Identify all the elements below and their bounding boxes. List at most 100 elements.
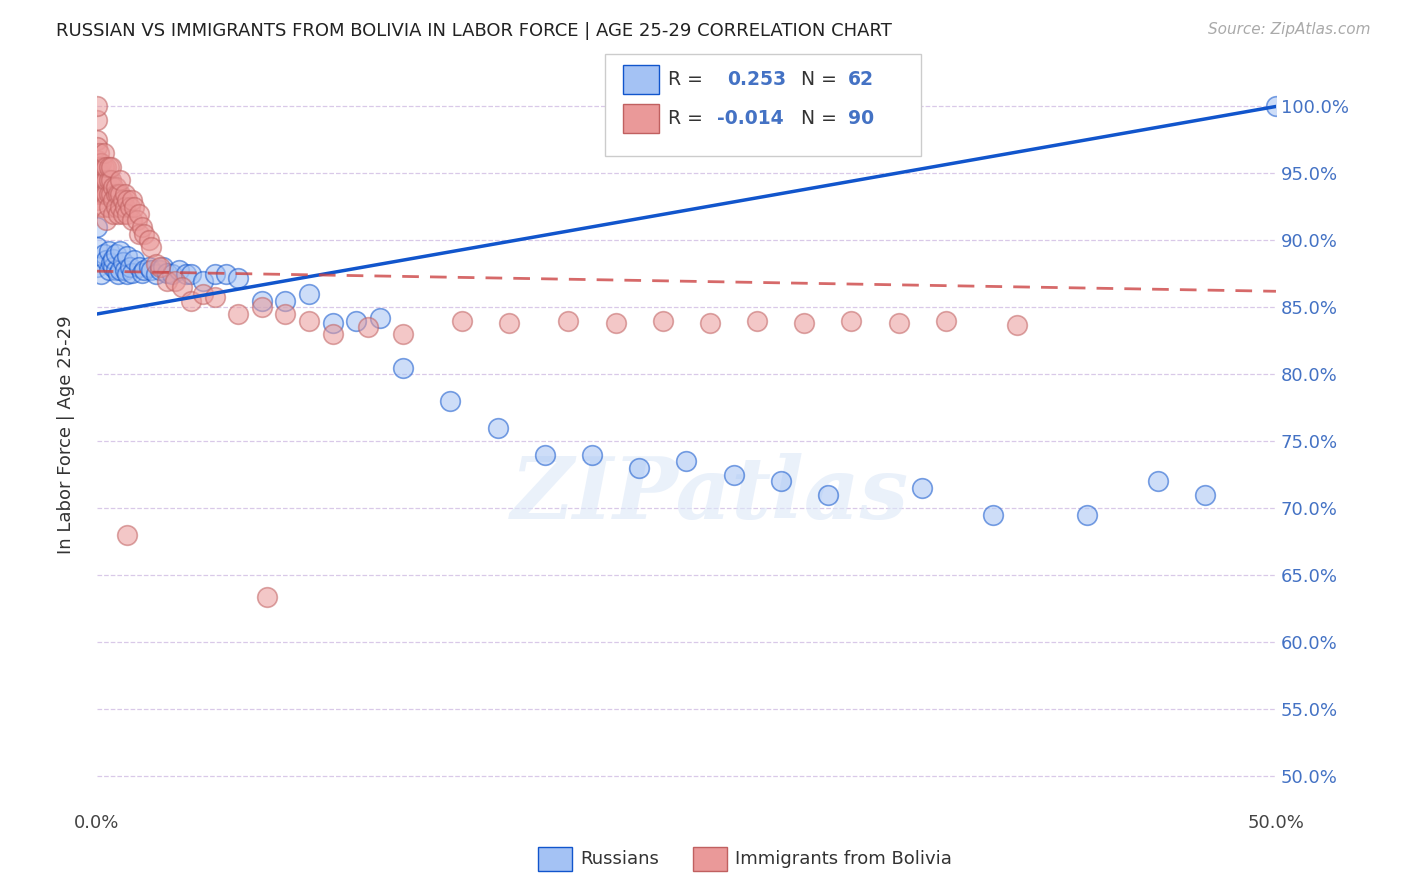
Point xyxy=(392,327,415,342)
Point xyxy=(94,186,117,201)
Point xyxy=(114,200,136,214)
Point xyxy=(533,448,555,462)
Point xyxy=(103,179,125,194)
Point xyxy=(368,311,391,326)
Point xyxy=(93,160,115,174)
Point xyxy=(97,263,120,277)
Point xyxy=(841,314,863,328)
Point xyxy=(274,307,297,321)
Point xyxy=(1005,318,1028,332)
Point xyxy=(163,274,186,288)
Point xyxy=(103,260,125,275)
Point xyxy=(935,314,957,328)
Point xyxy=(124,200,146,214)
Point xyxy=(176,267,198,281)
Y-axis label: In Labor Force | Age 25-29: In Labor Force | Age 25-29 xyxy=(58,315,75,554)
Text: -0.014: -0.014 xyxy=(717,109,783,128)
Text: 90: 90 xyxy=(848,109,875,128)
Point xyxy=(117,267,139,281)
Point xyxy=(344,314,367,328)
Point xyxy=(204,267,226,281)
Point xyxy=(121,193,143,207)
Point xyxy=(723,467,745,482)
Point xyxy=(87,186,110,201)
Point xyxy=(86,240,108,254)
Point xyxy=(1194,488,1216,502)
Point xyxy=(87,146,110,161)
Point xyxy=(93,200,115,214)
Point xyxy=(117,206,139,220)
Point xyxy=(114,186,136,201)
Point xyxy=(94,160,117,174)
Point xyxy=(103,206,125,220)
Point xyxy=(103,193,125,207)
Point xyxy=(156,274,179,288)
Point xyxy=(357,320,380,334)
Point xyxy=(498,317,520,331)
Point xyxy=(94,253,117,268)
Point xyxy=(132,227,155,241)
Point xyxy=(87,166,110,180)
Point xyxy=(94,173,117,187)
Point xyxy=(100,160,122,174)
Point xyxy=(138,260,160,275)
Text: 0.253: 0.253 xyxy=(727,70,786,89)
Point xyxy=(93,186,115,201)
Point xyxy=(128,227,150,241)
Text: R =: R = xyxy=(668,70,703,89)
Point xyxy=(139,263,162,277)
Point xyxy=(104,179,127,194)
Point xyxy=(97,160,120,174)
Point xyxy=(100,186,122,201)
Point xyxy=(160,267,183,281)
Point xyxy=(392,360,415,375)
Point xyxy=(87,173,110,187)
Point xyxy=(149,260,172,275)
Point xyxy=(128,260,150,275)
Point xyxy=(86,173,108,187)
Point xyxy=(145,258,167,272)
Point xyxy=(90,186,112,201)
Point xyxy=(131,219,153,234)
Point xyxy=(226,271,249,285)
Point xyxy=(1076,508,1098,522)
Point xyxy=(745,314,768,328)
Point xyxy=(93,247,115,261)
Point xyxy=(191,287,214,301)
Point xyxy=(111,255,134,269)
Point xyxy=(86,99,108,113)
Point xyxy=(124,253,146,268)
Point xyxy=(605,317,627,331)
Point xyxy=(256,590,278,604)
Point xyxy=(111,206,134,220)
Point xyxy=(86,153,108,167)
Text: N =: N = xyxy=(801,70,838,89)
Point xyxy=(110,186,132,201)
Point xyxy=(226,307,249,321)
Point xyxy=(118,260,141,275)
Point xyxy=(298,287,321,301)
Point xyxy=(111,193,134,207)
Point xyxy=(104,263,127,277)
Point xyxy=(131,266,153,280)
Point xyxy=(86,166,108,180)
Text: 62: 62 xyxy=(848,70,873,89)
Point xyxy=(298,314,321,328)
Point xyxy=(86,133,108,147)
Point xyxy=(86,160,108,174)
Point xyxy=(90,200,112,214)
Point xyxy=(557,314,579,328)
Point xyxy=(86,139,108,153)
Point xyxy=(322,317,344,331)
Point xyxy=(817,488,839,502)
Point xyxy=(94,213,117,227)
Point xyxy=(118,200,141,214)
Point xyxy=(107,267,129,281)
Point xyxy=(100,173,122,187)
Point xyxy=(152,260,174,275)
Point xyxy=(97,186,120,201)
Point xyxy=(110,244,132,259)
Point xyxy=(132,263,155,277)
Point xyxy=(1265,99,1288,113)
Point xyxy=(149,263,172,277)
